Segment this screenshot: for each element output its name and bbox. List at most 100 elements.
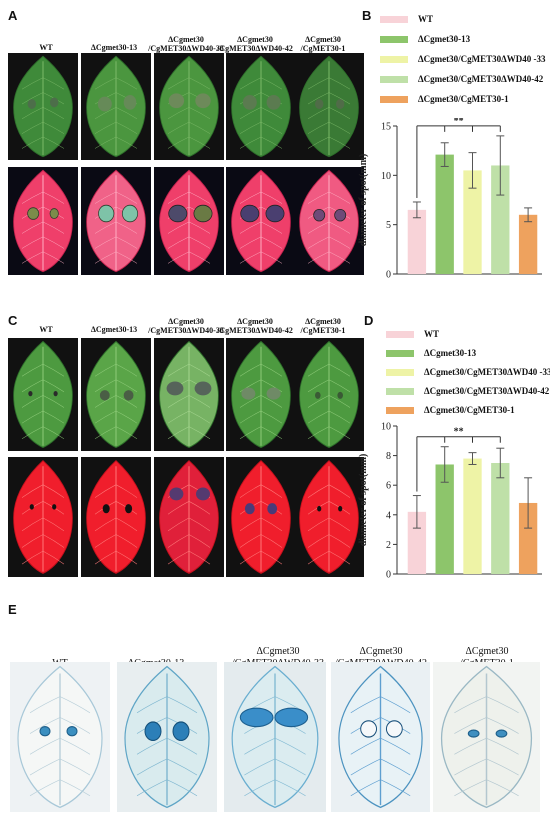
strain-label-1: ΔCgmet30-13 [54, 43, 174, 52]
strain-label-line2: /CgMET30ΔWD40-42 [217, 326, 293, 335]
panel-label-a: A [8, 8, 18, 23]
strain-label-line1: ΔCgmet30 [237, 317, 273, 326]
leaf-photo-r1-c2 [154, 457, 224, 577]
y-tick-label: 8 [386, 451, 391, 462]
legend-label: ΔCgmet30/CgMET30ΔWD40 -33 [418, 54, 546, 64]
legend-item-2: ΔCgmet30/CgMET30ΔWD40 -33 [380, 54, 546, 64]
leaf-photo-r1-c3 [226, 457, 296, 577]
leaf-photo-r1-c4 [294, 167, 364, 275]
legend-item-3: ΔCgmet30/CgMET30ΔWD40-42 [386, 386, 549, 396]
leaf-photo-r1-c1 [81, 167, 151, 275]
bar-0 [407, 511, 427, 574]
strain-label-4: ΔCgmet30/CgMET30-1 [263, 317, 383, 335]
strain-label-line1: ΔCgmet30-13 [90, 43, 138, 52]
significance-label: ** [454, 427, 464, 438]
strain-label-3: ΔCgmet30/CgMET30ΔWD40-42 [195, 317, 315, 335]
strain-label-line2: /CgMET30-1 [300, 326, 346, 335]
strain-label-line1: ΔCgmet30 [465, 646, 509, 657]
panel-label-e: E [8, 602, 17, 617]
leaf-photo-r0-c4 [294, 338, 364, 451]
legend-swatch [380, 15, 408, 23]
bar-chart-b: 0 5 10 15 diameter of spot(mm) ** [358, 118, 542, 281]
y-tick-label: 5 [386, 220, 391, 231]
legend-swatch [386, 349, 414, 357]
bar-3 [491, 463, 510, 574]
strain-label-0: WT [0, 325, 106, 334]
y-tick-label: 15 [381, 122, 391, 133]
legend-swatch [380, 35, 408, 43]
strain-label-line1: ΔCgmet30 [168, 35, 204, 44]
strain-label-line1: ΔCgmet30 [168, 317, 204, 326]
strain-label-line1: ΔCgmet30 [359, 646, 403, 657]
stained-leaf-3 [331, 662, 430, 812]
panel-label-d: D [364, 313, 374, 328]
stained-leaf-4 [433, 662, 540, 812]
leaf-photo-r0-c2 [154, 338, 224, 451]
legend-swatch [380, 95, 408, 103]
strain-label-3: ΔCgmet30/CgMET30ΔWD40-42 [195, 35, 315, 53]
leaf-photo-r0-c2 [154, 53, 224, 160]
strain-label-line2: /CgMET30ΔWD40-33 [148, 326, 224, 335]
stained-leaf-0 [10, 662, 110, 812]
legend-swatch [386, 330, 414, 338]
y-tick-label: 10 [381, 422, 391, 433]
panel-label-b: B [362, 8, 372, 23]
leaf-photo-r0-c3 [226, 53, 296, 160]
leaf-photo-r1-c0 [8, 457, 78, 577]
strain-label-line1: WT [39, 325, 53, 334]
strain-label-2: ΔCgmet30/CgMET30ΔWD40-33 [126, 317, 246, 335]
bar-0 [407, 209, 427, 274]
panel-label-c: C [8, 313, 18, 328]
strain-label-line1: ΔCgmet30 [237, 35, 273, 44]
legend-label: ΔCgmet30/CgMET30ΔWD40 -33 [424, 367, 550, 377]
legend-swatch [386, 387, 414, 395]
legend-swatch [380, 75, 408, 83]
strain-label-line1: ΔCgmet30 [305, 35, 341, 44]
bar-2 [463, 170, 482, 274]
strain-label-2: ΔCgmet30/CgMET30ΔWD40-33 [126, 35, 246, 53]
y-tick-label: 10 [381, 171, 391, 182]
strain-label-line1: WT [39, 43, 53, 52]
y-axis-label: diameter of spot(mm) [358, 154, 369, 247]
legend-label: ΔCgmet30/CgMET30ΔWD40-42 [424, 386, 550, 396]
y-tick-label: 0 [386, 270, 391, 281]
leaf-photo-r0-c3 [226, 338, 296, 451]
y-tick-label: 4 [386, 510, 391, 521]
legend-item-1: ΔCgmet30-13 [380, 34, 470, 44]
legend-swatch [386, 406, 414, 414]
bar-1 [435, 154, 454, 274]
legend-label: ΔCgmet30/CgMET30-1 [418, 94, 509, 104]
leaf-photo-r0-c0 [8, 53, 78, 160]
leaf-photo-r1-c3 [226, 167, 296, 275]
leaf-photo-r1-c0 [8, 167, 78, 275]
legend-item-3: ΔCgmet30/CgMET30ΔWD40-42 [380, 74, 543, 84]
stained-leaf-2 [224, 662, 326, 812]
leaf-photo-r0-c1 [81, 53, 151, 160]
legend-label: ΔCgmet30/CgMET30ΔWD40-42 [418, 74, 544, 84]
bar-2 [463, 458, 482, 574]
strain-label-line2: /CgMET30ΔWD40-42 [217, 44, 293, 53]
strain-label-line1: ΔCgmet30 [256, 646, 300, 657]
legend-label: ΔCgmet30-13 [418, 34, 471, 44]
leaf-photo-r1-c4 [294, 457, 364, 577]
significance-label: ** [454, 118, 464, 127]
leaf-photo-r0-c4 [294, 53, 364, 160]
strain-label-line2: /CgMET30-1 [300, 44, 346, 53]
bar-1 [435, 464, 454, 574]
strain-label-0: WT [0, 43, 106, 52]
strain-label-1: ΔCgmet30-13 [54, 325, 174, 334]
y-tick-label: 0 [386, 570, 391, 581]
leaf-photo-r1-c1 [81, 457, 151, 577]
y-tick-label: 2 [386, 540, 391, 551]
legend-label: WT [418, 14, 434, 24]
legend-item-2: ΔCgmet30/CgMET30ΔWD40 -33 [386, 367, 550, 377]
bar-4 [518, 502, 538, 574]
strain-label-line1: ΔCgmet30 [305, 317, 341, 326]
stained-leaf-1 [117, 662, 217, 812]
bar-4 [518, 214, 538, 274]
legend-item-4: ΔCgmet30/CgMET30-1 [380, 94, 509, 104]
legend-label: ΔCgmet30-13 [424, 348, 477, 358]
y-axis-label: diameter of spot(mm) [358, 454, 369, 547]
strain-label-4: ΔCgmet30/CgMET30-1 [263, 35, 383, 53]
legend-label: WT [424, 329, 440, 339]
